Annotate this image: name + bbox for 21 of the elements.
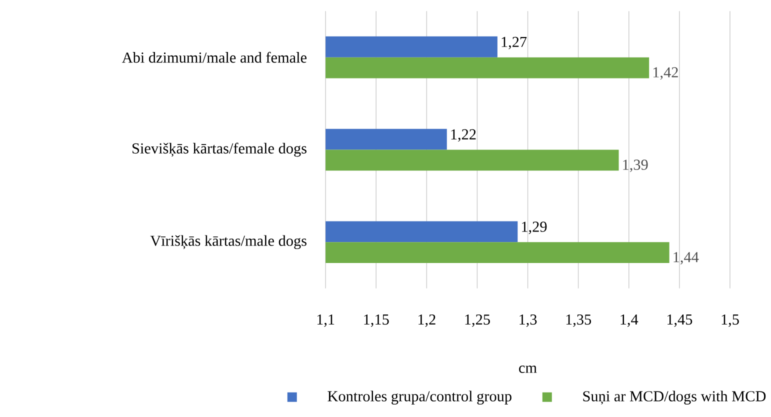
- y-tick-label: Abi dzimumi/male and female: [122, 52, 307, 63]
- y-tick-label: Vīrišķās kārtas/male dogs: [150, 235, 306, 250]
- x-tick-label: 1,3: [520, 314, 537, 327]
- x-tick-label: 1,25: [465, 314, 490, 327]
- x-tick-label: 1,1: [317, 314, 334, 327]
- x-tick-label: 1,4: [620, 314, 638, 327]
- data-label: 1,22: [451, 129, 476, 142]
- data-label: 1,42: [653, 67, 678, 80]
- x-tick-label: 1,45: [667, 314, 692, 327]
- data-label: 1,39: [623, 160, 648, 172]
- x-tick-label: 1,2: [418, 314, 436, 327]
- data-label: 1,29: [522, 222, 547, 234]
- legend-label: Kontroles grupa/control group: [328, 390, 512, 405]
- legend-label: Suņi ar MCD/dogs with MCD: [583, 390, 766, 405]
- data-label: 1,27: [502, 37, 527, 50]
- y-tick-label: Sievišķās kārtas/female dogs: [132, 142, 306, 157]
- x-tick-label: 1,5: [722, 314, 739, 327]
- x-tick-label: 1,35: [566, 314, 592, 327]
- x-axis-title: cm: [519, 366, 537, 374]
- x-tick-label: 1,15: [364, 314, 389, 327]
- data-label: 1,44: [674, 252, 699, 265]
